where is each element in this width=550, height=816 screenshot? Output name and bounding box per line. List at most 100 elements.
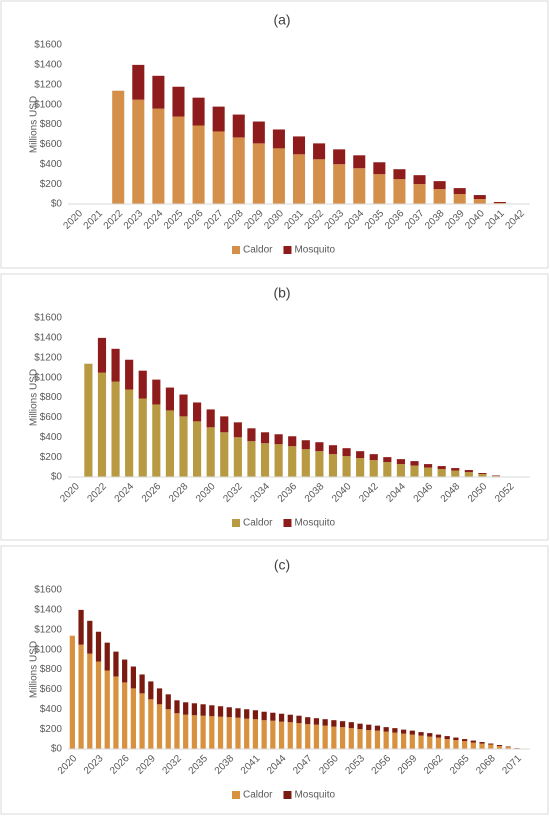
bar: [464, 472, 473, 477]
bar: [274, 444, 283, 477]
x-tick-label: 2041: [483, 208, 507, 232]
bar: [496, 746, 503, 749]
bar: [132, 64, 145, 100]
x-tick-label: 2065: [448, 753, 472, 777]
x-tick-label: 2036: [383, 208, 407, 232]
x-tick-label: 2056: [370, 753, 394, 777]
bar: [233, 422, 242, 438]
bar: [435, 734, 442, 738]
bar: [138, 370, 147, 399]
bar: [244, 709, 250, 719]
bar: [315, 442, 324, 452]
x-tick-label: 2022: [102, 208, 126, 232]
x-tick-label: 2023: [122, 208, 146, 232]
bar: [374, 730, 381, 749]
bar: [179, 416, 188, 477]
bar: [165, 694, 171, 710]
bar: [130, 666, 136, 689]
x-tick-label: 2053: [343, 753, 367, 777]
bar: [78, 609, 84, 645]
bar: [451, 470, 460, 477]
bar: [122, 659, 128, 683]
bar: [400, 733, 407, 749]
bar: [261, 711, 267, 721]
bar: [235, 708, 241, 718]
bar: [393, 169, 406, 180]
bar: [220, 432, 229, 477]
x-tick-label: 2026: [108, 753, 132, 777]
legend-label: Mosquito: [294, 790, 335, 801]
bar: [292, 154, 306, 204]
y-tick-label: $1200: [34, 352, 62, 363]
x-tick-label: 2062: [422, 753, 446, 777]
bar: [374, 725, 381, 731]
panel-border: [0, 273, 549, 541]
bar: [322, 719, 328, 726]
bar: [356, 451, 365, 459]
bar: [478, 474, 487, 477]
bar: [87, 653, 93, 749]
x-tick-label: 2050: [466, 481, 490, 505]
x-tick-label: 2034: [249, 481, 273, 505]
bar: [270, 712, 276, 721]
x-tick-label: 2033: [323, 208, 347, 232]
bar: [313, 724, 320, 749]
bar: [179, 394, 188, 417]
bar: [328, 454, 338, 477]
bar: [247, 441, 256, 477]
legend-label: Mosquito: [294, 245, 335, 256]
x-tick-label: 2024: [142, 208, 166, 232]
panel-border: [0, 545, 549, 815]
bar: [453, 740, 459, 749]
bar: [272, 129, 285, 149]
x-tick-label: 2050: [317, 753, 341, 777]
bar: [139, 693, 145, 749]
bar: [348, 728, 354, 749]
bar: [322, 725, 328, 749]
bar: [206, 427, 215, 477]
bar: [305, 724, 311, 749]
bar: [383, 731, 389, 749]
bar: [356, 458, 365, 477]
bar: [226, 707, 232, 718]
bar: [113, 676, 119, 749]
y-tick-label: $1400: [34, 605, 62, 616]
x-tick-label: 2032: [221, 481, 245, 505]
bar: [427, 736, 433, 749]
bar: [252, 121, 265, 144]
bar: [313, 159, 326, 204]
bar: [125, 389, 134, 477]
x-tick-label: 2031: [282, 208, 306, 232]
y-tick-label: $200: [40, 452, 63, 463]
x-tick-label: 2026: [140, 481, 164, 505]
bar: [339, 727, 346, 749]
y-tick-label: $1400: [34, 333, 62, 344]
x-tick-label: 2036: [276, 481, 300, 505]
bar: [424, 467, 433, 477]
x-tick-label: 2030: [262, 208, 286, 232]
x-tick-label: 2030: [194, 481, 218, 505]
legend-label: Caldor: [243, 245, 273, 256]
bar: [393, 179, 406, 204]
y-tick-label: $800: [40, 392, 63, 403]
bar: [220, 416, 229, 433]
bar: [152, 75, 165, 109]
bar: [383, 727, 389, 732]
bar: [172, 86, 185, 117]
bar: [392, 732, 398, 749]
y-tick-label: $1200: [34, 79, 62, 90]
x-tick-label: 2024: [113, 481, 137, 505]
y-tick-label: $400: [40, 159, 63, 170]
bar: [479, 742, 485, 744]
y-tick-label: $400: [40, 704, 63, 715]
x-tick-label: 2040: [330, 481, 354, 505]
bar: [437, 469, 446, 477]
bar: [174, 700, 180, 714]
y-tick-label: $800: [40, 119, 63, 130]
bar: [287, 714, 293, 723]
bar: [152, 404, 161, 477]
bar: [200, 715, 206, 749]
bar: [313, 718, 320, 725]
bar: [78, 644, 84, 749]
